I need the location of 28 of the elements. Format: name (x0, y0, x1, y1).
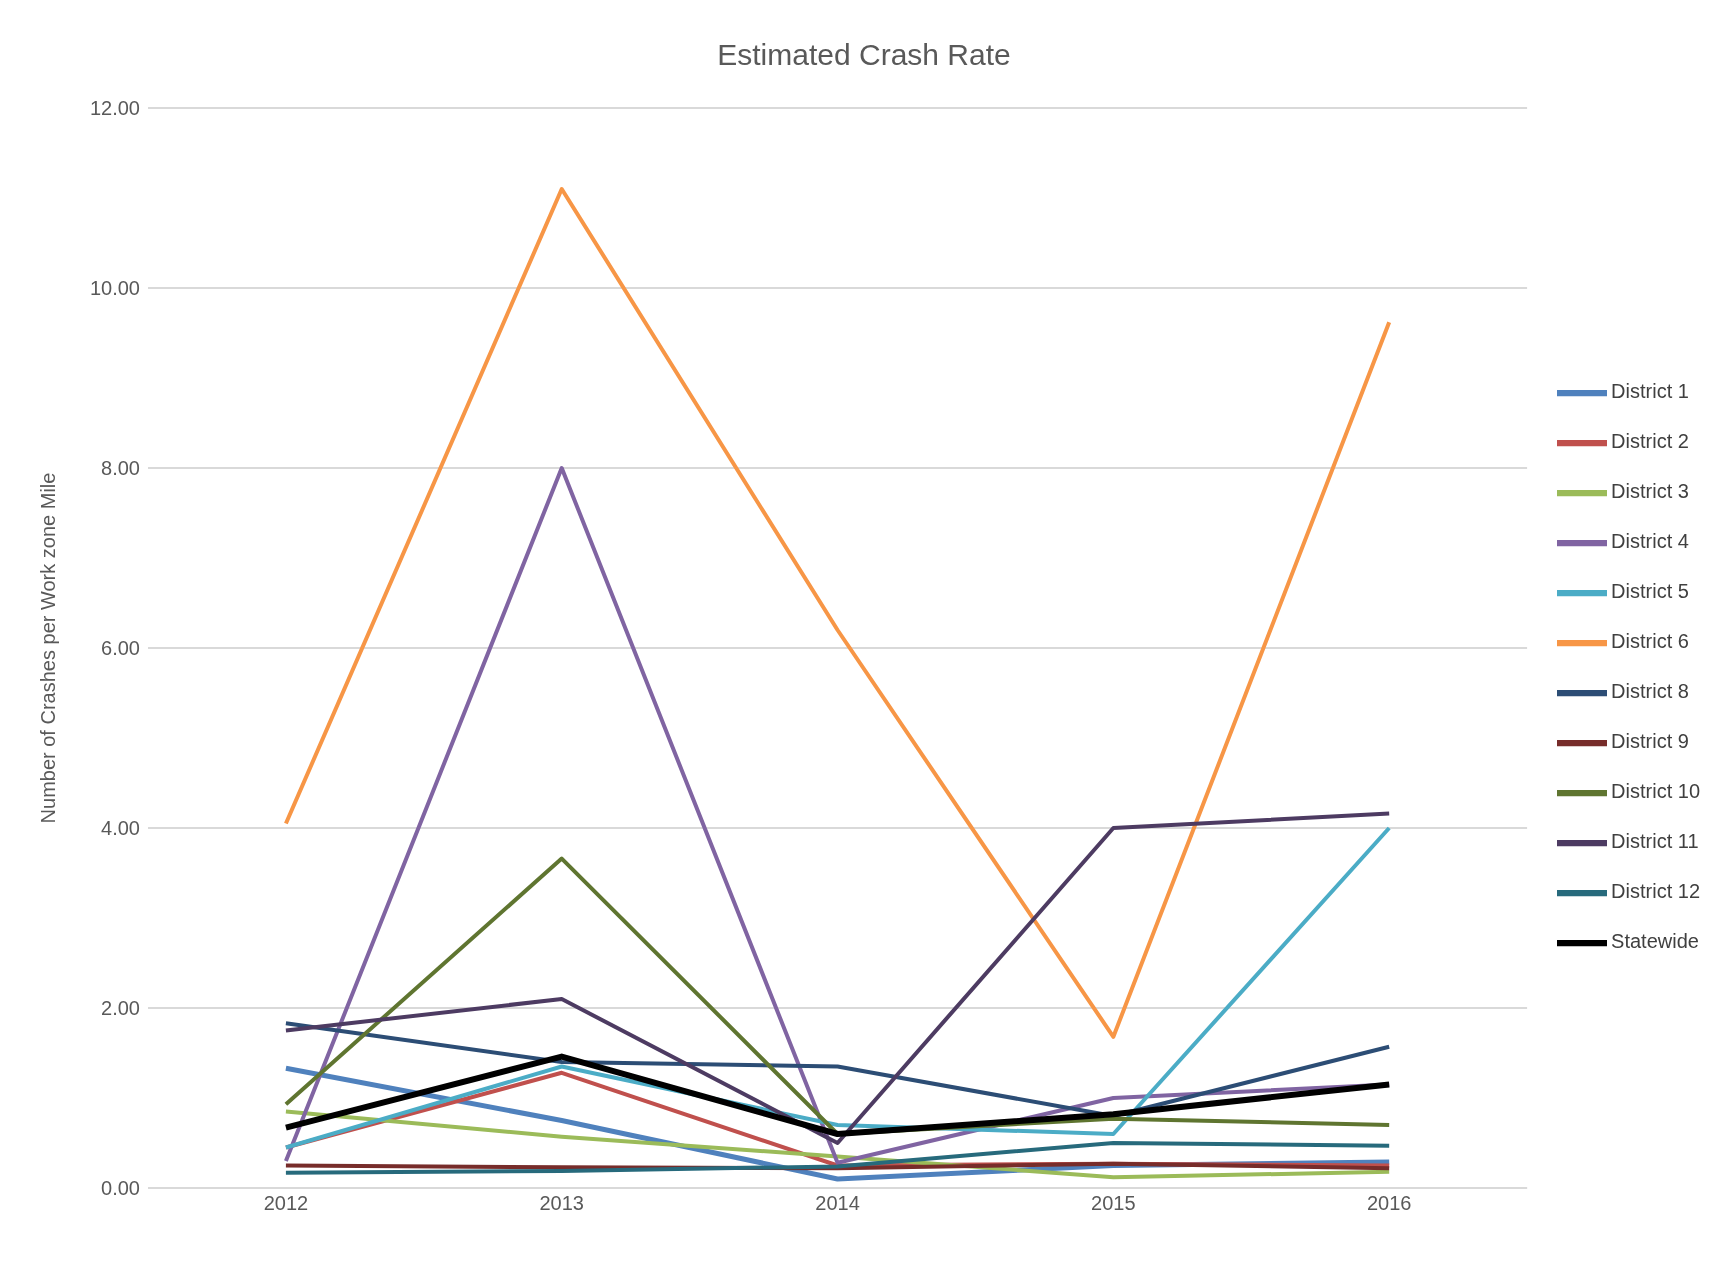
line-series (283, 1141, 1392, 1175)
y-tick-label: 6.00 (101, 637, 140, 660)
legend-label: District 4 (1611, 530, 1689, 553)
legend-label: Statewide (1611, 930, 1699, 953)
legend-label: District 9 (1611, 730, 1689, 753)
y-tick-label: 4.00 (101, 817, 140, 840)
y-tick-label: 12.00 (89, 97, 140, 120)
y-tick-label: 2.00 (101, 997, 140, 1020)
legend-label: District 2 (1611, 430, 1689, 453)
y-axis-title: Number of Crashes per Work zone Mile (37, 472, 60, 824)
chart-title: Estimated Crash Rate (716, 37, 1012, 73)
x-tick-label: 2015 (1091, 1192, 1136, 1215)
legend-label: District 6 (1611, 630, 1689, 653)
y-tick-label: 10.00 (89, 277, 140, 300)
x-tick-label: 2013 (539, 1192, 584, 1215)
legend-label: District 8 (1611, 680, 1689, 703)
y-tick-label: 0.00 (101, 1177, 140, 1200)
line-series (283, 187, 1392, 1039)
x-tick-label: 2014 (815, 1192, 860, 1215)
legend-label: District 1 (1611, 380, 1689, 403)
legend-label: District 3 (1611, 480, 1689, 503)
x-tick-label: 2016 (1366, 1192, 1412, 1215)
legend-label: District 11 (1611, 830, 1699, 853)
legend-label: District 5 (1611, 580, 1689, 603)
x-tick-label: 2012 (263, 1192, 309, 1215)
legend-label: District 10 (1611, 780, 1700, 803)
legend-label: District 12 (1611, 880, 1700, 903)
y-tick-label: 8.00 (101, 457, 140, 480)
